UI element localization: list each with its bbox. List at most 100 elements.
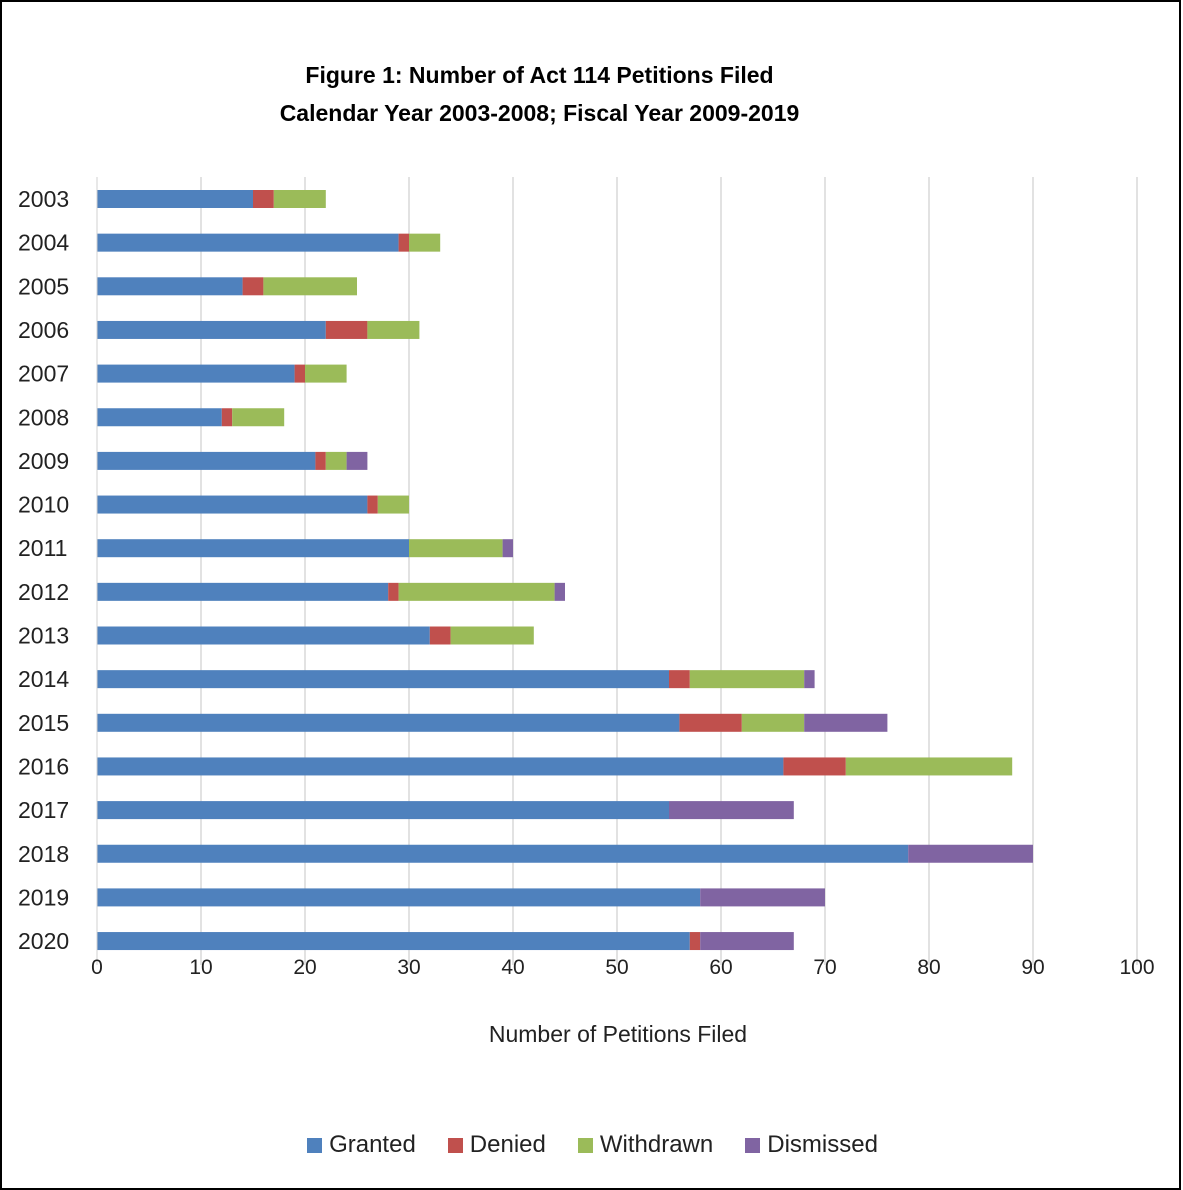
gridlines — [200, 177, 1138, 965]
y-tick-label: 2003 — [18, 186, 69, 212]
y-tick-label: 2008 — [18, 404, 69, 430]
y-tick-label: 2010 — [18, 492, 69, 518]
bar-granted-2013 — [97, 626, 430, 645]
y-tick-label: 2007 — [18, 361, 69, 387]
x-tick-label: 20 — [293, 956, 316, 979]
legend-item-withdrawn: Withdrawn — [577, 1131, 714, 1159]
legend-item-dismissed: Dismissed — [745, 1131, 878, 1159]
x-tick-label: 70 — [813, 956, 836, 979]
bar-denied-2012 — [388, 582, 399, 601]
bar-withdrawn-2010 — [377, 495, 409, 514]
bar-dismissed-2014 — [804, 670, 815, 689]
bar-denied-2015 — [679, 713, 742, 732]
bar-dismissed-2012 — [554, 582, 565, 601]
legend-label: Withdrawn — [599, 1131, 714, 1158]
bar-granted-2016 — [97, 757, 784, 776]
bar-dismissed-2020 — [700, 932, 794, 951]
legend-item-denied: Denied — [447, 1131, 546, 1159]
bar-denied-2007 — [294, 364, 305, 383]
bar-withdrawn-2015 — [741, 713, 805, 732]
bar-withdrawn-2005 — [263, 277, 357, 296]
y-tick-label: 2015 — [18, 710, 69, 736]
bar-granted-2006 — [97, 320, 326, 339]
y-tick-label: 2020 — [18, 928, 69, 954]
bar-denied-2010 — [367, 495, 378, 514]
bar-withdrawn-2012 — [398, 582, 555, 601]
bar-denied-2014 — [669, 670, 690, 689]
x-tick-label: 100 — [1119, 956, 1154, 979]
y-tick-label: 2018 — [18, 841, 69, 867]
legend-label: Denied — [469, 1131, 546, 1158]
bar-granted-2020 — [97, 932, 690, 951]
y-tick-label: 2004 — [18, 230, 69, 256]
x-tick-label: 60 — [709, 956, 732, 979]
legend-swatch — [307, 1137, 323, 1153]
bar-dismissed-2011 — [502, 539, 513, 558]
y-tick-label: 2014 — [18, 666, 69, 692]
legend-swatch — [745, 1137, 761, 1153]
bar-granted-2010 — [97, 495, 368, 514]
bar-withdrawn-2003 — [273, 190, 326, 208]
bar-chart: 2003200420052006200720082009201020112012… — [18, 177, 1155, 1047]
bar-dismissed-2015 — [804, 713, 888, 732]
x-tick-label: 80 — [917, 956, 940, 979]
y-tick-label: 2009 — [18, 448, 69, 474]
y-tick-label: 2017 — [18, 797, 69, 823]
x-tick-label: 10 — [189, 956, 212, 979]
bars — [97, 190, 1033, 951]
bar-dismissed-2019 — [700, 888, 825, 907]
x-axis-labels: 0 10 20 30 40 50 60 70 80 90 100 — [91, 956, 1154, 979]
y-tick-label: 2012 — [18, 579, 69, 605]
bar-withdrawn-2006 — [367, 320, 420, 339]
bar-granted-2017 — [97, 801, 669, 820]
bar-denied-2003 — [253, 190, 274, 208]
legend-label: Granted — [329, 1131, 416, 1158]
x-axis-title: Number of Petitions Filed — [489, 1021, 747, 1047]
bar-granted-2004 — [97, 233, 399, 252]
bar-granted-2003 — [97, 190, 253, 208]
bar-withdrawn-2007 — [305, 364, 347, 383]
bar-granted-2005 — [97, 277, 243, 296]
bar-granted-2011 — [97, 539, 409, 558]
bar-granted-2014 — [97, 670, 669, 689]
bar-denied-2005 — [242, 277, 264, 296]
bar-granted-2019 — [97, 888, 701, 907]
bar-denied-2009 — [315, 451, 326, 470]
bar-denied-2020 — [689, 932, 701, 951]
bar-granted-2015 — [97, 713, 680, 732]
y-tick-label: 2019 — [18, 884, 69, 910]
chart-subtitle: Calendar Year 2003-2008; Fiscal Year 200… — [279, 100, 800, 126]
bar-withdrawn-2008 — [232, 408, 285, 427]
bar-withdrawn-2014 — [689, 670, 805, 689]
x-tick-label: 50 — [605, 956, 628, 979]
y-tick-label: 2011 — [18, 535, 67, 561]
y-tick-label: 2006 — [18, 317, 69, 343]
legend-label: Dismissed — [767, 1131, 878, 1158]
bar-granted-2008 — [97, 408, 222, 427]
bar-granted-2012 — [97, 582, 389, 601]
y-axis-labels: 2003 2004 2005 2006 2007 2008 2009 2010 2011 2012… — [18, 186, 69, 954]
bar-dismissed-2018 — [908, 844, 1033, 863]
legend-swatch — [447, 1137, 463, 1153]
bar-granted-2018 — [97, 844, 909, 863]
bar-withdrawn-2016 — [845, 757, 1013, 776]
legend: Granted Denied Withdrawn Dismissed — [2, 1130, 1183, 1160]
x-tick-label: 30 — [397, 956, 420, 979]
bar-dismissed-2009 — [346, 451, 368, 470]
bar-denied-2008 — [221, 408, 233, 427]
bar-withdrawn-2004 — [409, 233, 441, 252]
bar-granted-2009 — [97, 451, 316, 470]
bar-withdrawn-2013 — [450, 626, 534, 645]
x-tick-label: 90 — [1021, 956, 1044, 979]
bar-granted-2007 — [97, 364, 295, 383]
x-tick-label: 40 — [501, 956, 524, 979]
y-tick-label: 2005 — [18, 273, 69, 299]
chart-title: Figure 1: Number of Act 114 Petitions Fi… — [305, 62, 774, 88]
bar-withdrawn-2009 — [325, 451, 347, 470]
legend-swatch — [577, 1137, 593, 1153]
bar-denied-2004 — [398, 233, 409, 252]
bar-denied-2013 — [429, 626, 451, 645]
y-tick-label: 2016 — [18, 753, 69, 779]
y-tick-label: 2013 — [18, 623, 69, 649]
